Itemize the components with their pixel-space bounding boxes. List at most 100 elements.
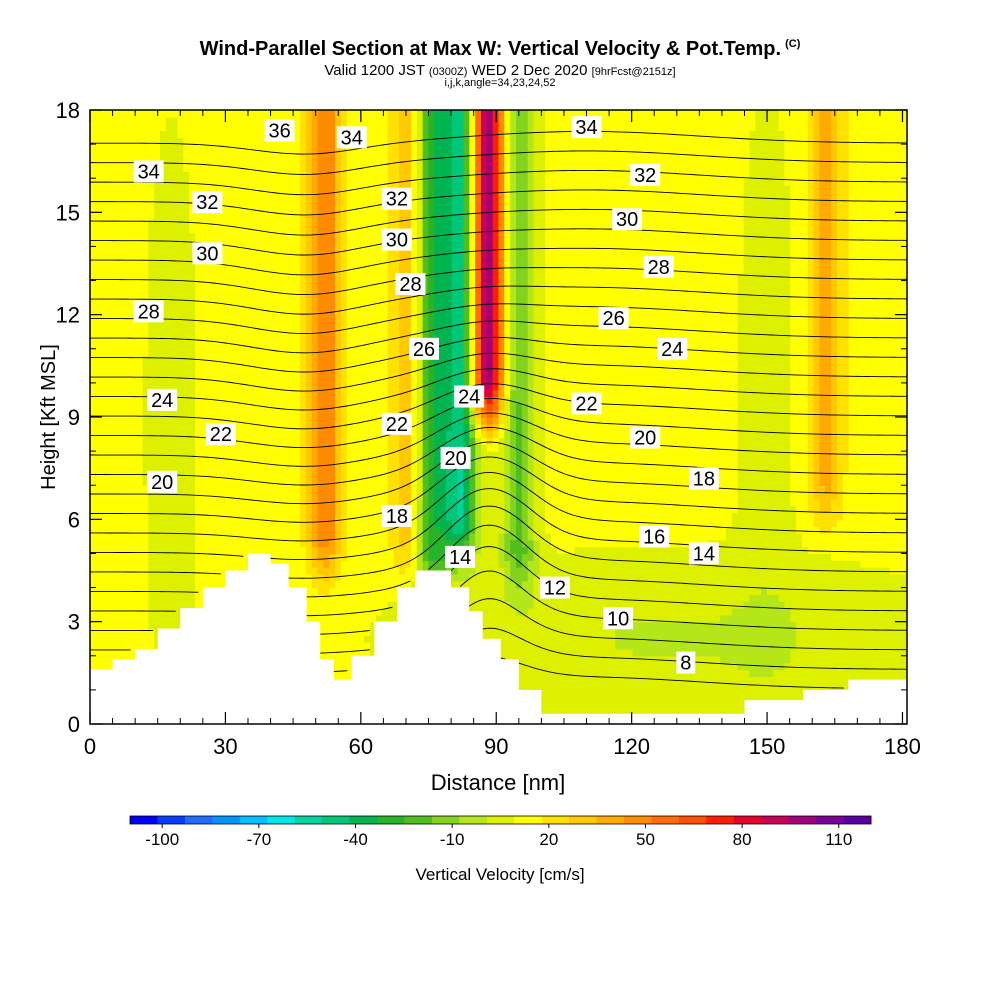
velocity-cell (230, 355, 237, 364)
velocity-cell (206, 110, 214, 118)
velocity-cell (352, 560, 360, 568)
velocity-cell (405, 560, 412, 568)
velocity-cell (329, 451, 336, 459)
velocity-cell (230, 294, 237, 302)
velocity-cell (387, 123, 395, 132)
velocity-cell (206, 389, 214, 398)
velocity-cell (171, 341, 179, 350)
velocity-cell (276, 144, 284, 152)
velocity-cell (399, 260, 406, 268)
velocity-cell (90, 628, 97, 636)
velocity-cell (212, 225, 219, 234)
velocity-cell (393, 444, 400, 452)
velocity-cell (171, 376, 179, 384)
velocity-cell (171, 614, 179, 623)
velocity-cell (189, 369, 196, 377)
velocity-cell (148, 225, 155, 234)
velocity-cell (381, 328, 389, 336)
velocity-cell (119, 464, 126, 473)
velocity-cell (405, 567, 412, 575)
velocity-cell (311, 219, 319, 227)
velocity-cell (364, 144, 371, 152)
velocity-cell (119, 239, 126, 248)
velocity-cell (393, 123, 400, 132)
velocity-cell (375, 580, 383, 589)
velocity-cell (189, 185, 196, 193)
velocity-cell (230, 239, 237, 248)
velocity-cell (311, 614, 319, 623)
velocity-cell (335, 396, 342, 404)
velocity-cell (305, 451, 313, 459)
velocity-cell (335, 580, 342, 589)
velocity-cell (370, 376, 377, 384)
velocity-cell (364, 594, 371, 602)
velocity-cell (270, 266, 278, 275)
velocity-cell (95, 110, 103, 118)
velocity-cell (183, 287, 190, 295)
velocity-cell (253, 444, 260, 452)
velocity-cell (294, 389, 301, 398)
velocity-cell (224, 314, 231, 323)
velocity-cell (119, 560, 126, 568)
velocity-cell (224, 178, 231, 186)
velocity-cell (183, 417, 190, 425)
velocity-cell (230, 219, 237, 227)
velocity-cell (107, 580, 114, 589)
velocity-cell (282, 260, 290, 268)
velocity-cell (405, 573, 412, 582)
velocity-cell (195, 403, 202, 411)
velocity-cell (90, 417, 97, 425)
velocity-cell (119, 362, 126, 370)
velocity-cell (340, 648, 348, 657)
velocity-cell (224, 519, 231, 527)
velocity-cell (393, 362, 400, 370)
velocity-cell (142, 239, 149, 248)
velocity-cell (200, 232, 208, 241)
velocity-cell (393, 307, 400, 316)
velocity-cell (352, 341, 360, 350)
velocity-cell (206, 546, 214, 555)
velocity-cell (329, 505, 336, 514)
velocity-cell (107, 457, 114, 466)
velocity-cell (364, 260, 371, 268)
velocity-cell (247, 144, 254, 152)
velocity-cell (235, 328, 243, 336)
velocity-cell (317, 478, 325, 486)
velocity-cell (364, 287, 371, 295)
velocity-cell (171, 567, 179, 575)
velocity-cell (183, 348, 190, 357)
velocity-cell (387, 362, 395, 370)
velocity-cell (335, 205, 342, 213)
velocity-cell (189, 389, 196, 398)
velocity-cell (358, 457, 365, 466)
velocity-cell (259, 457, 266, 466)
velocity-cell (340, 396, 348, 404)
velocity-cell (276, 335, 284, 343)
velocity-cell (171, 171, 179, 179)
velocity-cell (393, 587, 400, 595)
velocity-cell (200, 444, 208, 452)
velocity-cell (247, 219, 254, 227)
velocity-cell (282, 212, 290, 220)
velocity-cell (405, 362, 412, 370)
velocity-cell (323, 444, 330, 452)
velocity-cell (270, 239, 278, 248)
velocity-cell (212, 498, 219, 507)
velocity-cell (346, 280, 354, 288)
velocity-cell (95, 205, 103, 213)
velocity-cell (241, 464, 249, 473)
velocity-cell (352, 642, 360, 650)
velocity-cell (253, 532, 260, 541)
velocity-cell (364, 273, 371, 282)
velocity-cell (235, 123, 243, 132)
velocity-cell (410, 560, 418, 568)
velocity-cell (370, 198, 377, 207)
velocity-cell (107, 642, 114, 650)
velocity-cell (200, 123, 208, 132)
velocity-cell (329, 417, 336, 425)
velocity-cell (305, 144, 313, 152)
velocity-cell (177, 150, 184, 159)
velocity-cell (276, 110, 284, 118)
velocity-cell (200, 328, 208, 336)
velocity-cell (218, 532, 225, 541)
